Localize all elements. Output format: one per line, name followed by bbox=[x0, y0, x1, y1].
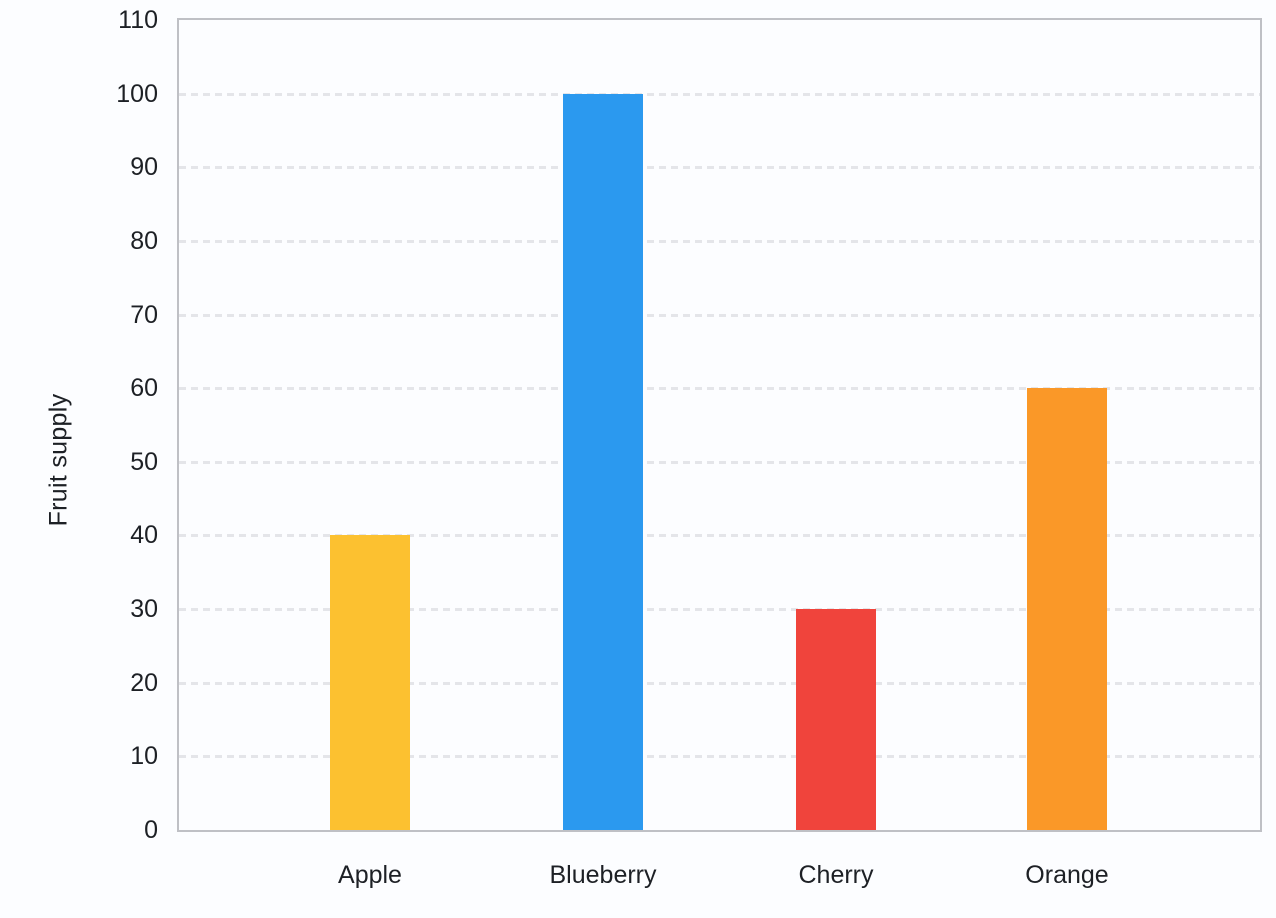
y-tick-label-50: 50 bbox=[130, 447, 158, 476]
y-tick-label-100: 100 bbox=[116, 79, 158, 108]
gridline bbox=[179, 755, 1260, 759]
y-tick-label-70: 70 bbox=[130, 300, 158, 329]
y-tick-label-80: 80 bbox=[130, 226, 158, 255]
gridline bbox=[179, 166, 1260, 170]
y-tick-label-0: 0 bbox=[144, 816, 158, 844]
y-tick-label-90: 90 bbox=[130, 153, 158, 182]
x-tick-label-orange: Orange bbox=[1025, 861, 1109, 889]
y-tick-label-60: 60 bbox=[130, 374, 158, 403]
gridline bbox=[179, 92, 1260, 96]
y-tick-label-110: 110 bbox=[118, 6, 158, 34]
bar-blueberry[interactable] bbox=[563, 94, 643, 830]
y-tick-label-40: 40 bbox=[130, 521, 158, 550]
y-tick-label-10: 10 bbox=[130, 742, 158, 771]
x-tick-label-cherry: Cherry bbox=[798, 861, 874, 889]
y-tick-label-30: 30 bbox=[130, 595, 158, 624]
y-tick-label-20: 20 bbox=[130, 668, 158, 697]
bar-apple[interactable] bbox=[330, 535, 410, 830]
plot-area bbox=[177, 18, 1262, 832]
gridline bbox=[179, 681, 1260, 685]
gridline bbox=[179, 387, 1260, 391]
gridline bbox=[179, 608, 1260, 612]
gridline bbox=[179, 460, 1260, 464]
gridline bbox=[179, 534, 1260, 538]
x-tick-label-apple: Apple bbox=[338, 861, 402, 889]
x-tick-label-blueberry: Blueberry bbox=[549, 861, 657, 889]
gridline bbox=[179, 313, 1260, 317]
gridline bbox=[179, 239, 1260, 243]
bar-orange[interactable] bbox=[1027, 388, 1107, 830]
bar-cherry[interactable] bbox=[796, 609, 876, 830]
